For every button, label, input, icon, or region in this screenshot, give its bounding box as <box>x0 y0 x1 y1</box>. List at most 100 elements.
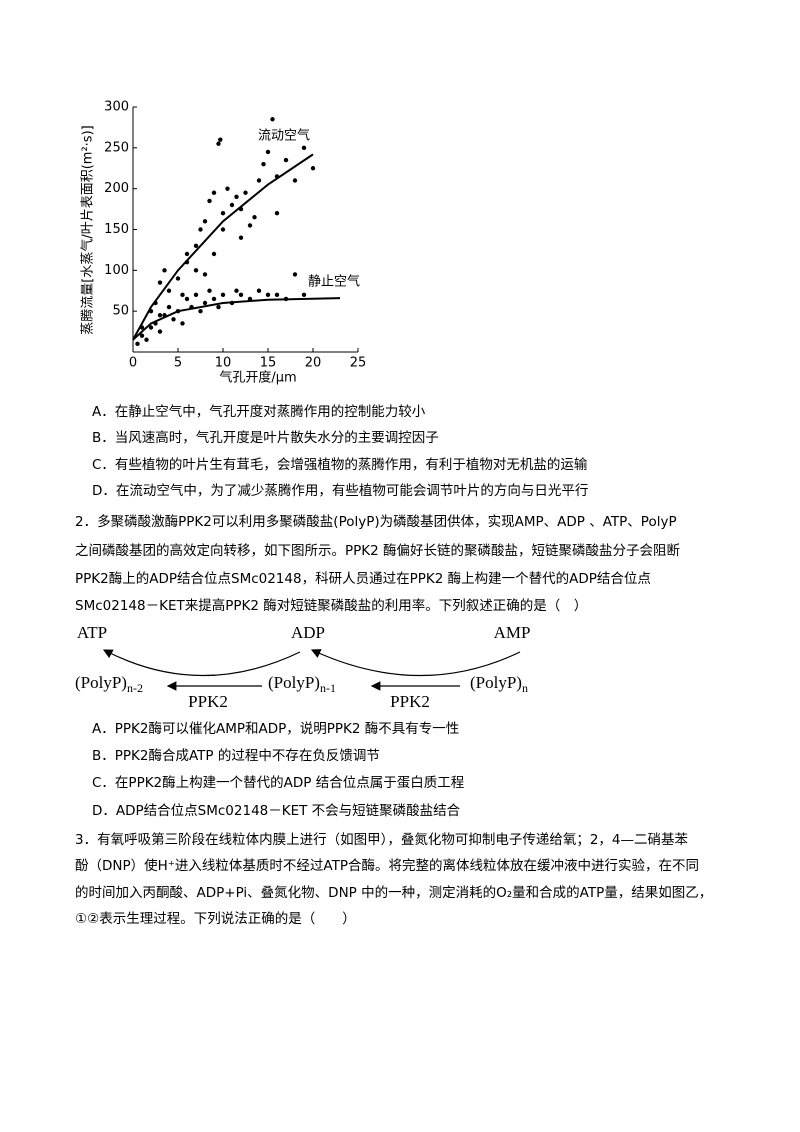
scatter-point <box>207 198 212 204</box>
scatter-point <box>180 321 185 326</box>
y-tick-label: 300 <box>104 100 129 115</box>
scatter-point <box>184 296 190 302</box>
scatter-point <box>198 227 203 232</box>
arrow <box>102 649 301 677</box>
polyp-label: (PolyP)n-1 <box>268 673 336 695</box>
y-tick-label: 100 <box>104 263 129 278</box>
enzyme-label: PPK2 <box>390 692 430 711</box>
scatter-point <box>247 223 253 228</box>
x-tick-label: 10 <box>215 356 232 371</box>
scatter-point <box>180 292 185 298</box>
trend-line <box>132 153 314 341</box>
scatter-point <box>162 268 167 273</box>
polyp-label: (PolyP)n <box>470 673 528 695</box>
scatter-point <box>256 288 262 293</box>
scatter-point <box>157 329 163 334</box>
scatter-point <box>157 313 163 318</box>
polyp-subscript: n-2 <box>127 681 143 695</box>
scatter-point <box>274 210 280 216</box>
scatter-point <box>211 296 217 302</box>
diagram-label: ADP <box>291 623 325 642</box>
scatter-point <box>238 235 244 240</box>
x-axis-label: 气孔开度/μm <box>219 370 296 386</box>
scatter-point <box>220 210 226 216</box>
scatter-point <box>256 178 262 183</box>
text-line: 的时间加入丙酮酸、ADP+Pi、叠氮化物、DNP 中的一种，测定消耗的O₂量和合… <box>75 885 712 901</box>
text-line: A．在静止空气中，气孔开度对蒸腾作用的控制能力较小 <box>92 403 426 420</box>
scatter-point <box>310 166 316 171</box>
text-line: D．ADP结合位点SMc02148－KET 不会与短链聚磷酸盐结合 <box>92 803 461 819</box>
text-line: B．当风速高时，气孔开度是叶片散失水分的主要调控因子 <box>92 429 439 446</box>
polyp-text: (PolyP) <box>470 673 522 692</box>
scatter-point <box>171 317 176 322</box>
text-line: C．在PPK2酶上构建一个替代的ADP 结合位点属于蛋白质工程 <box>92 775 464 791</box>
scatter-point <box>220 292 226 298</box>
x-tick-label: 25 <box>350 356 367 371</box>
text-line: ①②表示生理过程。下列说法正确的是（ ） <box>75 911 356 927</box>
scatter-point <box>175 276 181 281</box>
scatter-point <box>139 333 145 338</box>
scatter-point <box>202 300 208 306</box>
x-tick-label: 15 <box>260 356 277 371</box>
text-line: C．有些植物的叶片生有茸毛，会增强植物的蒸腾作用，有利于植物对无机盐的运输 <box>92 456 588 473</box>
text-line: 之间磷酸基团的高效定向转移，如下图所示。PPK2 酶偏好长链的聚磷酸盐，短链聚磷… <box>75 542 680 559</box>
scatter-point <box>144 337 149 342</box>
scatter-point <box>166 304 172 310</box>
arrow <box>310 649 521 677</box>
text-line: 2．多聚磷酸激酶PPK2可以利用多聚磷酸盐(PolyP)为磷酸基团供体，实现AM… <box>75 513 677 530</box>
scatter-point <box>220 227 226 232</box>
polyp-subscript: n <box>522 681 528 695</box>
scatter-point <box>193 243 199 249</box>
polyp-label: (PolyP)n-2 <box>75 673 143 695</box>
text-line: B．PPK2酶合成ATP 的过程中不存在负反馈调节 <box>92 748 380 764</box>
text-line: 酚（DNP）使H⁺进入线粒体基质时不经过ATP合酶。将完整的离体线粒体放在缓冲液… <box>75 857 699 874</box>
scatter-point <box>202 272 208 277</box>
x-tick-label: 20 <box>305 356 322 371</box>
x-tick-label: 5 <box>174 356 182 371</box>
scatter-point <box>261 161 266 167</box>
scatter-point <box>274 292 280 298</box>
text-line: A．PPK2酶可以催化AMP和ADP，说明PPK2 酶不具有专一性 <box>92 721 459 737</box>
text-line: PPK2酶上的ADP结合位点SMc02148，科研人员通过在PPK2 酶上构建一… <box>75 571 651 587</box>
y-tick-label: 200 <box>104 181 129 196</box>
y-tick-label: 50 <box>112 304 129 319</box>
scatter-point <box>301 292 307 298</box>
text-line: D．在流动空气中，为了减少蒸腾作用，有些植物可能会调节叶片的方向与日光平行 <box>92 482 588 499</box>
scatter-point <box>238 292 244 298</box>
series-label: 静止空气 <box>308 274 360 290</box>
diagram-label: AMP <box>494 623 531 642</box>
text-line: 3．有氧呼吸第三阶段在线粒体内膜上进行（如图甲），叠氮化物可抑制电子传递给氧；2… <box>75 831 689 848</box>
scatter-point <box>243 190 248 195</box>
scatter-point <box>157 280 163 285</box>
scatter-point <box>202 219 208 224</box>
scatter-point <box>211 190 217 195</box>
scatter-point <box>216 141 221 146</box>
scatter-point <box>252 215 257 220</box>
scatter-point <box>301 145 307 151</box>
scatter-point <box>211 251 217 257</box>
scatter-point <box>148 325 154 330</box>
enzyme-label: PPK2 <box>188 692 228 711</box>
scatter-point <box>184 251 190 257</box>
polyp-text: (PolyP) <box>268 673 320 692</box>
trend-line <box>132 297 341 341</box>
y-tick-label: 250 <box>104 140 129 155</box>
scatter-point <box>265 149 271 155</box>
diagram-label: ATP <box>77 623 107 642</box>
scatter-point <box>225 186 230 191</box>
scatter-point <box>265 292 271 298</box>
scatter-point <box>229 202 235 208</box>
scatter-point <box>193 292 199 298</box>
scatter-point <box>292 272 298 277</box>
polyp-subscript: n-1 <box>320 681 336 695</box>
scatter-point <box>292 178 298 183</box>
scatter-point <box>283 157 289 163</box>
scatter-point <box>166 288 172 293</box>
scatter-point <box>193 268 199 273</box>
y-tick-label: 150 <box>104 222 129 237</box>
polyp-text: (PolyP) <box>75 673 127 692</box>
scatter-point <box>216 304 221 310</box>
series-label: 流动空气 <box>258 128 310 144</box>
